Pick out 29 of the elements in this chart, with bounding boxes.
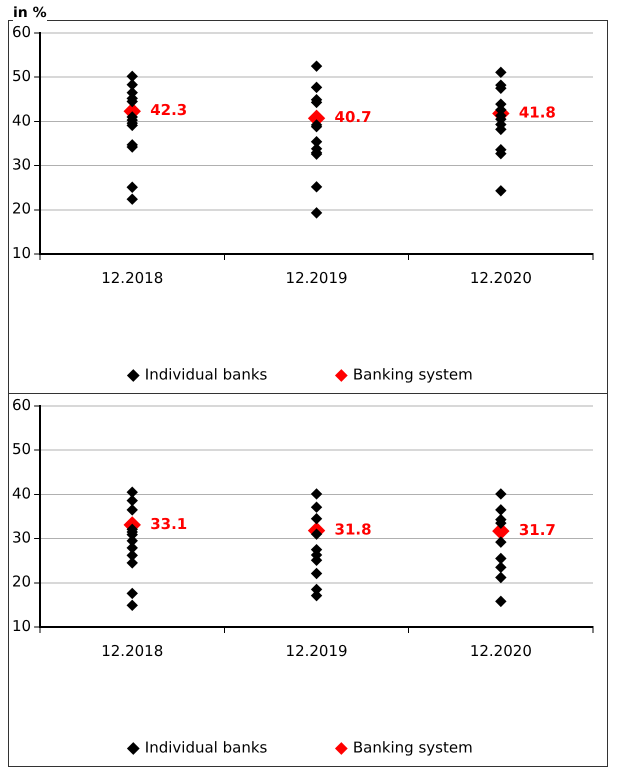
- y-tick-label: 10: [12, 244, 32, 262]
- x-tick-label: 12.2018: [101, 642, 164, 660]
- legend-label: Banking system: [352, 365, 473, 384]
- legend-label: Individual banks: [144, 365, 268, 384]
- data-label: 33.1: [150, 514, 188, 533]
- y-tick-label: 40: [12, 484, 32, 502]
- y-axis-title: in %: [13, 5, 47, 21]
- data-label: 31.8: [334, 520, 372, 539]
- x-tick-label: 12.2018: [101, 268, 164, 287]
- x-tick-label: 12.2019: [286, 268, 348, 287]
- data-label: 31.7: [518, 520, 556, 539]
- data-label: 41.8: [518, 103, 556, 122]
- y-tick-label: 50: [12, 67, 32, 86]
- y-tick-label: 20: [12, 200, 32, 218]
- data-label: 42.3: [150, 101, 188, 120]
- x-tick-label: 12.2020: [470, 642, 532, 660]
- y-tick-label: 60: [12, 396, 32, 414]
- data-label: 40.7: [334, 108, 372, 126]
- x-tick-label: 12.2020: [470, 268, 532, 287]
- y-tick-label: 50: [12, 440, 32, 458]
- x-tick-label: 12.2019: [286, 642, 348, 660]
- y-tick-label: 10: [12, 616, 32, 635]
- y-tick-label: 40: [12, 111, 32, 130]
- y-tick-label: 60: [12, 22, 32, 41]
- legend-label: Individual banks: [144, 738, 268, 756]
- y-tick-label: 20: [12, 572, 32, 591]
- y-tick-label: 30: [12, 155, 32, 174]
- y-tick-label: 30: [12, 528, 32, 546]
- legend-label: Banking system: [352, 738, 473, 756]
